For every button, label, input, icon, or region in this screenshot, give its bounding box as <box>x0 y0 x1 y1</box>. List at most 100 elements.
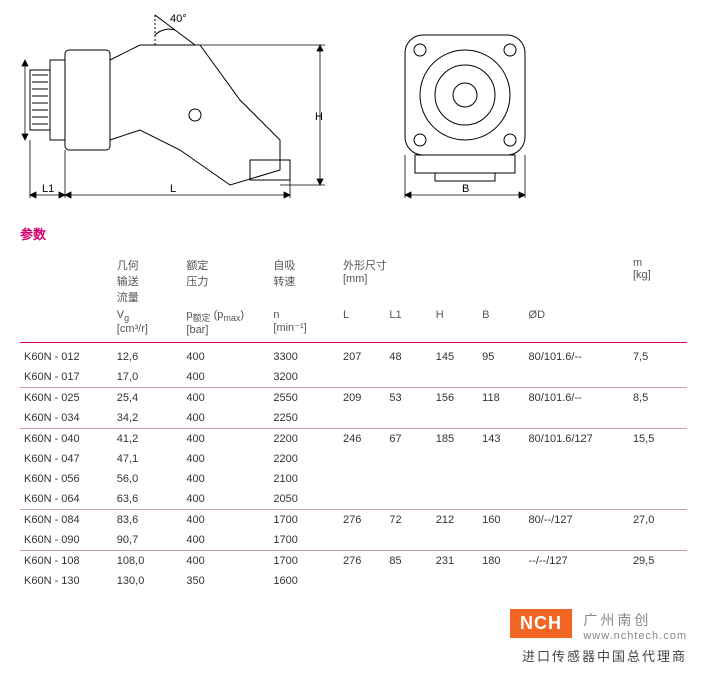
table-row: K60N - 04747,14002200 <box>20 449 687 469</box>
table-row: K60N - 01717,04003200 <box>20 367 687 388</box>
hdr-B: B <box>478 307 524 343</box>
value-cell <box>629 530 687 551</box>
value-cell: --/--/127 <box>525 551 629 572</box>
dim-l-label: L <box>170 183 176 195</box>
value-cell: 80/--/127 <box>525 510 629 531</box>
value-cell <box>385 571 431 591</box>
value-cell: 246 <box>339 429 385 450</box>
model-cell: K60N - 025 <box>20 388 113 409</box>
value-cell <box>432 530 478 551</box>
value-cell: 143 <box>478 429 524 450</box>
value-cell: 400 <box>182 489 269 510</box>
value-cell <box>432 367 478 388</box>
model-cell: K60N - 012 <box>20 343 113 368</box>
model-cell: K60N - 130 <box>20 571 113 591</box>
value-cell: 108,0 <box>113 551 183 572</box>
dim-l1-label: L1 <box>42 183 54 195</box>
model-cell: K60N - 017 <box>20 367 113 388</box>
value-cell <box>478 489 524 510</box>
value-cell: 7,5 <box>629 343 687 368</box>
hdr-L: L <box>339 307 385 343</box>
model-cell: K60N - 040 <box>20 429 113 450</box>
value-cell <box>432 469 478 489</box>
value-cell <box>525 449 629 469</box>
value-cell: 1700 <box>269 530 339 551</box>
value-cell: 80/101.6/-- <box>525 343 629 368</box>
value-cell <box>339 449 385 469</box>
value-cell: 67 <box>385 429 431 450</box>
value-cell: 25,4 <box>113 388 183 409</box>
value-cell <box>525 408 629 429</box>
value-cell <box>629 367 687 388</box>
value-cell: 400 <box>182 510 269 531</box>
value-cell: 47,1 <box>113 449 183 469</box>
front-view-diagram: B <box>380 10 550 200</box>
value-cell: 8,5 <box>629 388 687 409</box>
value-cell: 400 <box>182 551 269 572</box>
value-cell: 160 <box>478 510 524 531</box>
table-row: K60N - 03434,24002250 <box>20 408 687 429</box>
spec-table-body: K60N - 01212,64003300207481459580/101.6/… <box>20 343 687 592</box>
value-cell: 400 <box>182 469 269 489</box>
value-cell: 400 <box>182 429 269 450</box>
value-cell <box>339 571 385 591</box>
model-cell: K60N - 108 <box>20 551 113 572</box>
diagram-area: 40° ØD F7 H L1 L B <box>0 0 707 220</box>
model-cell: K60N - 064 <box>20 489 113 510</box>
table-row: K60N - 108108,0400170027685231180--/--/1… <box>20 551 687 572</box>
value-cell: 400 <box>182 367 269 388</box>
footer-url: www.nchtech.com <box>583 630 687 642</box>
table-row: K60N - 04041,240022002466718514380/101.6… <box>20 429 687 450</box>
hdr-speed: 自吸 转速 <box>269 251 339 307</box>
value-cell <box>478 530 524 551</box>
hdr-geom: 几何 输送 流量 <box>113 251 183 307</box>
value-cell <box>478 469 524 489</box>
hdr-press: 额定 压力 <box>182 251 269 307</box>
value-cell: 3200 <box>269 367 339 388</box>
table-row: K60N - 02525,440025502095315611880/101.6… <box>20 388 687 409</box>
hdr-D: ØD <box>525 307 629 343</box>
value-cell: 15,5 <box>629 429 687 450</box>
value-cell: 400 <box>182 343 269 368</box>
value-cell <box>339 367 385 388</box>
value-cell <box>385 469 431 489</box>
value-cell <box>478 367 524 388</box>
footer: NCH 广州南创 www.nchtech.com 进口传感器中国总代理商 <box>0 601 707 675</box>
value-cell: 3300 <box>269 343 339 368</box>
value-cell: 56,0 <box>113 469 183 489</box>
value-cell <box>432 408 478 429</box>
value-cell: 85 <box>385 551 431 572</box>
value-cell <box>385 530 431 551</box>
value-cell: 80/101.6/127 <box>525 429 629 450</box>
value-cell <box>385 489 431 510</box>
value-cell: 27,0 <box>629 510 687 531</box>
value-cell: 156 <box>432 388 478 409</box>
value-cell: 95 <box>478 343 524 368</box>
model-cell: K60N - 047 <box>20 449 113 469</box>
value-cell: 1600 <box>269 571 339 591</box>
value-cell: 53 <box>385 388 431 409</box>
value-cell <box>478 408 524 429</box>
value-cell: 12,6 <box>113 343 183 368</box>
hdr-p: p额定 (pmax)[bar] <box>182 307 269 343</box>
table-row: K60N - 130130,03501600 <box>20 571 687 591</box>
value-cell: 276 <box>339 510 385 531</box>
value-cell: 2550 <box>269 388 339 409</box>
value-cell: 212 <box>432 510 478 531</box>
value-cell: 90,7 <box>113 530 183 551</box>
model-cell: K60N - 034 <box>20 408 113 429</box>
value-cell: 400 <box>182 388 269 409</box>
value-cell <box>339 530 385 551</box>
value-cell <box>339 408 385 429</box>
value-cell: 231 <box>432 551 478 572</box>
value-cell <box>339 469 385 489</box>
side-view-diagram: 40° ØD F7 H L1 L <box>20 10 350 200</box>
value-cell <box>629 571 687 591</box>
angle-label: 40° <box>170 13 187 25</box>
nch-logo: NCH <box>510 609 572 638</box>
value-cell: 2200 <box>269 449 339 469</box>
value-cell: 185 <box>432 429 478 450</box>
value-cell <box>629 449 687 469</box>
value-cell <box>525 530 629 551</box>
section-title: 参数 <box>0 220 707 251</box>
